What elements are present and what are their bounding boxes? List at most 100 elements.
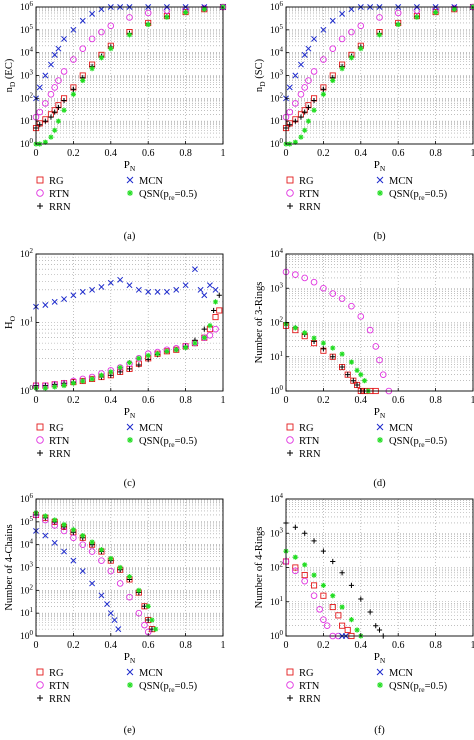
data-point [70,380,76,386]
data-point [212,299,219,305]
data-point [135,286,142,293]
data-point [52,109,58,115]
data-point [301,51,308,58]
y-tick-label: 106 [270,0,284,13]
legend-label-qsn: QSN(pre=0.5) [139,681,198,694]
data-point [348,582,355,589]
data-point [216,292,222,298]
legend: RG RTN RRN MCN QSN(pre=0.5) [36,176,198,213]
data-point [301,274,309,282]
data-point [330,345,336,351]
data-point [192,340,198,346]
data-point [395,21,401,28]
data-point [117,276,124,283]
x-axis-label: PN [374,159,386,173]
x-tick-label: 0.2 [67,148,80,159]
series-rtn [32,3,227,121]
x-axis-label: PN [374,651,386,665]
data-point [52,127,58,133]
data-point [367,609,373,615]
data-point [126,593,133,601]
data-point [51,298,58,305]
y-tick-label: 101 [20,316,34,329]
data-point [153,626,159,632]
legend-label-rtn: RTN [299,436,320,447]
x-tick-label: 0.2 [67,395,80,406]
data-point [107,22,115,30]
data-point [320,86,326,92]
legend: RG RTN RRN MCN QSN(pre=0.5) [286,423,448,460]
legend-marker-mcn [376,668,384,676]
data-point [320,91,326,97]
data-point [297,91,305,98]
data-point [47,91,55,98]
data-point [311,35,318,42]
data-point [117,369,123,375]
data-point [200,334,208,342]
data-point [183,345,189,351]
chart-panel: 0 0.2 0.4 0.6 0.8 1 100 101 102 103 104 105 106 PN nD … [254,0,474,242]
data-point [292,100,299,107]
data-point [55,77,62,84]
data-point [108,46,114,52]
data-point [394,9,402,17]
y-tick-label: 103 [270,69,284,82]
data-point [301,572,308,579]
x-tick-label: 0.2 [317,640,330,651]
data-point [320,56,327,63]
legend: RG RTN RRN MCN QSN(pre=0.5) [286,668,448,705]
y-tick-label: 102 [20,91,34,104]
data-point [292,139,298,145]
data-point [301,577,309,585]
x-tick-label: 1 [221,395,226,406]
data-point [149,617,155,623]
series-rtn [282,558,342,640]
data-point [361,378,368,384]
data-point [311,582,318,589]
data-point [310,592,318,600]
data-point [98,6,105,13]
legend-label-qsn: QSN(pre=0.5) [139,189,198,202]
data-point [88,35,96,43]
data-point [136,362,142,368]
data-point [42,100,49,107]
series-qsn [33,510,159,632]
legend-marker-rg [36,668,44,676]
legend-marker-qsn [377,190,383,196]
y-tick-label: 100 [20,384,34,397]
panel-label: (d) [373,478,386,489]
legend-label-mcn: MCN [389,176,413,187]
data-point [107,279,114,286]
y-tick-label: 101 [270,350,284,363]
y-tick-label: 101 [270,114,284,127]
data-point [376,14,383,21]
legend-marker-mcn [126,668,134,676]
legend-label-rg: RG [299,176,314,187]
data-point [358,596,364,602]
data-point [145,21,151,28]
legend: RG RTN RRN MCN QSN(pre=0.5) [36,668,198,705]
data-point [61,522,67,528]
legend-marker-mcn [126,176,134,184]
data-point [344,626,351,634]
x-tick-label: 0.6 [142,640,155,651]
y-tick-label: 101 [20,606,34,619]
data-point [115,626,122,633]
data-point [37,122,43,128]
y-axis-label: HO [4,315,17,329]
data-point [107,567,115,575]
data-point [111,617,118,623]
data-point [211,307,217,314]
data-point [164,14,170,20]
data-point [70,292,77,299]
y-tick-label: 105 [270,23,284,36]
data-point [350,378,356,384]
data-point [311,97,317,104]
legend-marker-qsn [377,437,383,443]
legend-marker-rtn [36,436,44,444]
legend-marker-rrn [37,695,43,701]
data-point [311,538,317,544]
y-tick-label: 103 [20,69,34,82]
legend-label-rtn: RTN [49,189,70,200]
data-point [89,580,96,587]
